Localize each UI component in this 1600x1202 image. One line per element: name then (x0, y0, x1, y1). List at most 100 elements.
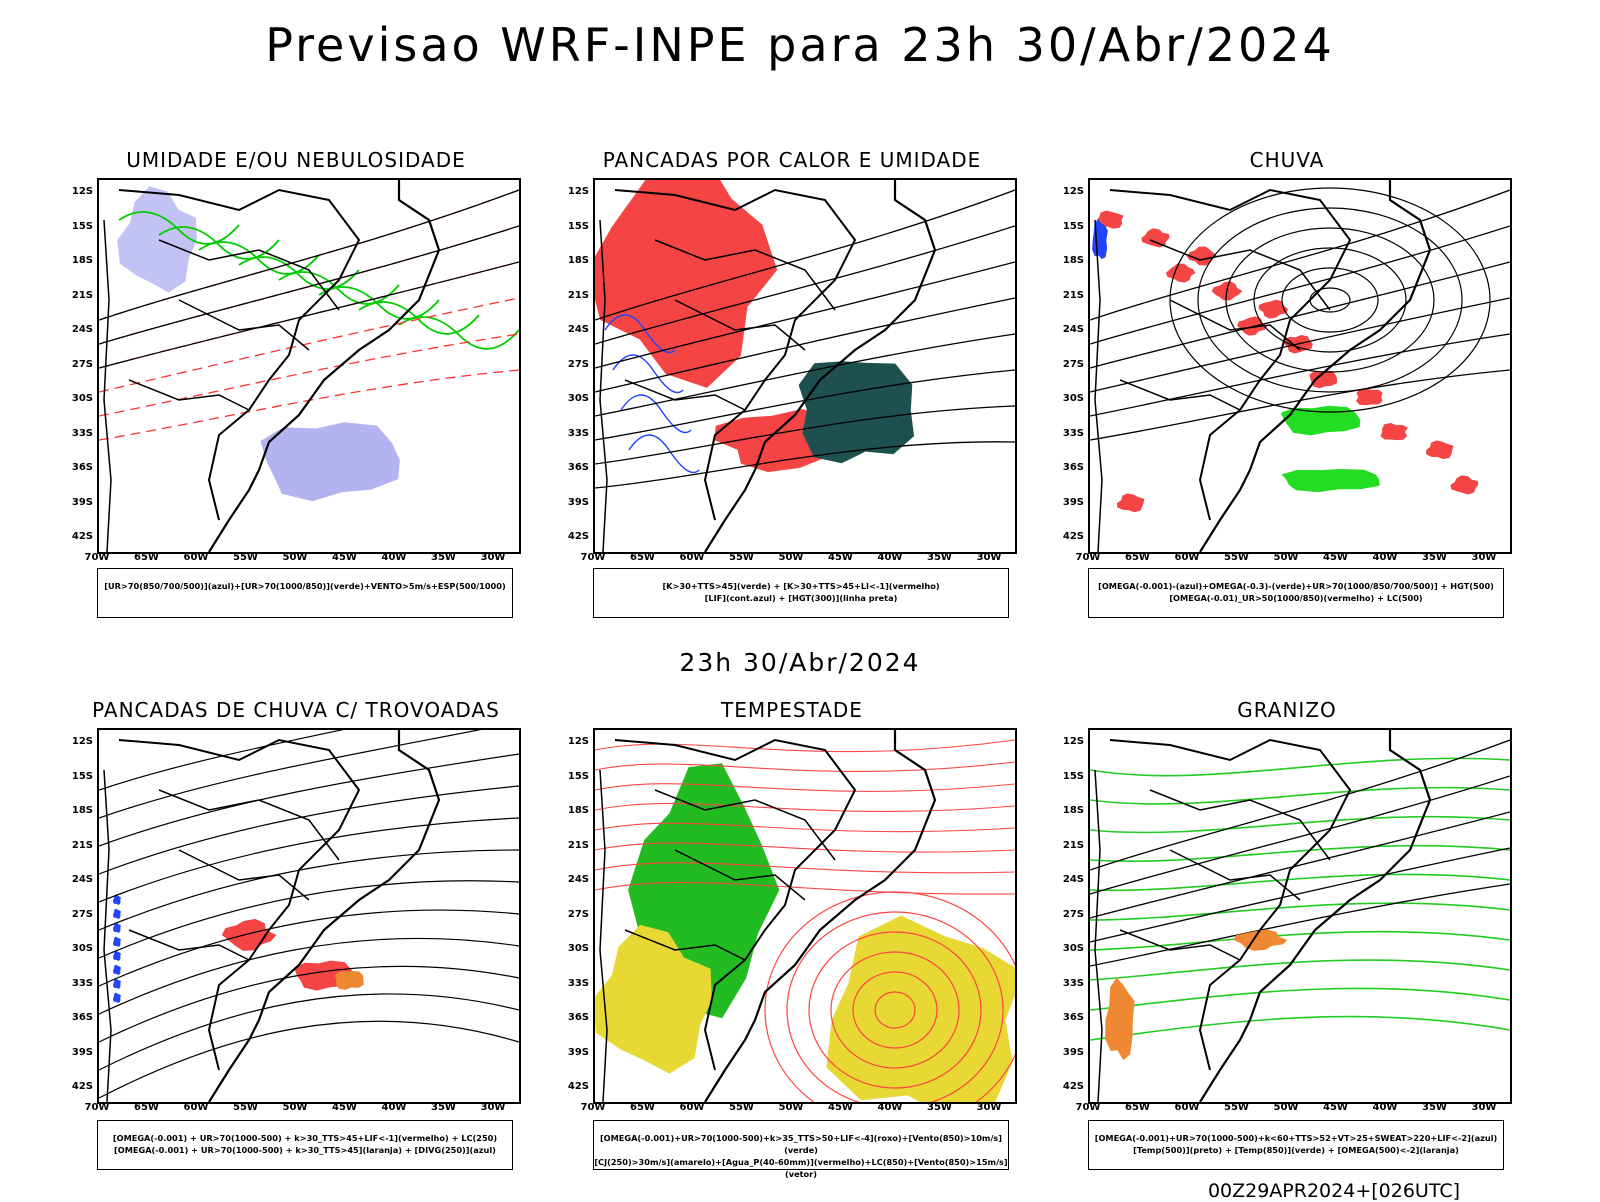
lon-tick-label: 65W (134, 552, 159, 563)
thickness-500-1000-contour (99, 369, 519, 441)
panel-legend: [OMEGA(-0.001)+UR>70(1000-500)+k<60+TTS>… (1088, 1120, 1504, 1170)
rain-omega-area (1186, 246, 1217, 266)
country-border (118, 738, 361, 1071)
legend-line: [OMEGA(-0.001) + UR>70(1000-500) + k>30_… (114, 1145, 496, 1155)
omega-500-area (1233, 929, 1288, 951)
lat-tick-label: 33S (1062, 427, 1084, 439)
lat-tick-label: 27S (71, 908, 93, 920)
lon-tick-label: 55W (1224, 1102, 1249, 1113)
lon-tick-label: 40W (877, 552, 903, 563)
lat-tick-label: 18S (567, 805, 589, 816)
rain-omega-area (1356, 388, 1383, 406)
coastline (208, 730, 441, 1102)
andes-border (103, 769, 112, 1102)
geopotential-500-contour (1090, 333, 1510, 417)
andes-border (103, 219, 112, 552)
lifted-index-contour (628, 434, 700, 474)
lat-tick-label: 12S (567, 186, 589, 197)
temperature-850-contour (1090, 987, 1510, 1011)
rain-omega-area (1380, 423, 1408, 441)
temperature-500-contour (1090, 847, 1510, 943)
state-border (1149, 239, 1331, 311)
lat-tick-label: 18S (71, 255, 93, 266)
streamline-850 (852, 971, 938, 1049)
streamline-250 (99, 909, 519, 987)
geopotential-500-contour (1225, 227, 1435, 373)
streamline-850 (595, 783, 1015, 792)
lon-tick-label: 55W (233, 552, 258, 563)
lat-tick-label: 27S (1062, 908, 1084, 920)
main-title: Previsao WRF-INPE para 23h 30/Abr/2024 (265, 18, 1335, 72)
lat-tick-label: 42S (71, 531, 93, 542)
lat-tick-label: 12S (1062, 736, 1084, 747)
divergence-250-area (113, 908, 121, 919)
state-border (674, 299, 806, 351)
legend-line: [UR>70(850/700/500)](azul)+[UR>70(1000/8… (104, 581, 506, 591)
streamline-250 (99, 817, 519, 903)
streamline-850 (874, 991, 916, 1029)
streamline-250 (99, 730, 482, 819)
coastline (1199, 730, 1432, 1102)
humidity-850-500-area (117, 186, 197, 293)
rain-omega-area (1141, 228, 1170, 248)
geopotential-500-contour (1090, 297, 1510, 393)
lon-tick-label: 65W (1125, 552, 1150, 563)
lon-tick-label: 30W (1471, 552, 1497, 563)
lat-tick-label: 36S (1062, 462, 1084, 473)
map-plot (593, 178, 1017, 554)
lat-tick-label: 27S (567, 358, 589, 370)
state-border (158, 789, 340, 861)
lon-tick-label: 30W (976, 1102, 1002, 1113)
lon-tick-label: 30W (976, 552, 1002, 563)
lon-tick-label: 45W (1323, 1102, 1348, 1113)
legend-line: [OMEGA(-0.01)_UR>50(1000/850)(vermelho) … (1169, 593, 1423, 603)
lon-tick-label: 45W (828, 1102, 853, 1113)
lon-tick-label: 45W (1323, 552, 1348, 563)
rain-omega-area (1450, 475, 1479, 495)
lon-tick-label: 40W (1372, 1102, 1398, 1113)
streamline-850 (830, 951, 960, 1069)
panel-title: GRANIZO (1237, 698, 1337, 722)
lon-tick-label: 60W (679, 1102, 705, 1113)
state-border (654, 239, 836, 311)
divergence-250-area (113, 922, 121, 933)
lat-tick-label: 30S (567, 393, 589, 404)
lon-tick-label: 35W (927, 552, 952, 563)
geopotential-500-contour (1090, 225, 1510, 345)
temperature-850-contour (1090, 786, 1510, 805)
geopotential-300-contour (595, 405, 1015, 465)
rain-omega-strong-area (1281, 469, 1380, 493)
sea-level-pressure-contour (99, 189, 519, 321)
map-plot (97, 178, 521, 554)
omega-500-area (1105, 977, 1135, 1061)
legend-line: [K>30+TTS>45](verde) + [K>30+TTS>45+LI<-… (662, 581, 940, 591)
lon-tick-label: 60W (183, 552, 209, 563)
coastline (704, 180, 937, 552)
country-border (118, 188, 361, 521)
state-border (674, 849, 806, 901)
streamline-250 (99, 937, 519, 1015)
lon-tick-label: 65W (630, 1102, 655, 1113)
lat-tick-label: 21S (567, 289, 589, 301)
lon-tick-label: 35W (1422, 1102, 1447, 1113)
lat-tick-label: 24S (1062, 324, 1084, 335)
streamline-250 (99, 785, 519, 875)
lon-tick-label: 35W (1422, 552, 1447, 563)
lat-tick-label: 33S (1062, 977, 1084, 989)
state-border (654, 789, 836, 861)
lat-tick-label: 33S (567, 427, 589, 439)
streamline-850 (595, 822, 1015, 833)
lon-tick-label: 55W (729, 552, 754, 563)
lat-tick-label: 15S (567, 770, 589, 782)
lat-tick-label: 15S (1062, 770, 1084, 782)
geopotential-300-contour (595, 441, 1015, 489)
country-border (1119, 929, 1241, 961)
lat-tick-label: 39S (71, 496, 93, 508)
lat-tick-label: 36S (71, 1012, 93, 1023)
lat-tick-label: 39S (567, 496, 589, 508)
lat-tick-label: 36S (71, 462, 93, 473)
lifted-index-contour (620, 394, 692, 434)
lat-tick-label: 33S (71, 427, 93, 439)
lon-tick-label: 55W (729, 1102, 754, 1113)
humidity-1000-850-contour (198, 241, 320, 275)
